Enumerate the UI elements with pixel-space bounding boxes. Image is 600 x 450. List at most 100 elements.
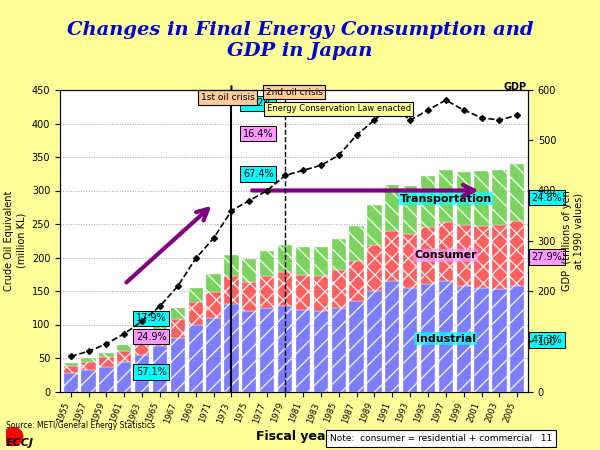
Bar [439,222,453,281]
Text: Source: METI/General Energy Statistics: Source: METI/General Energy Statistics [6,420,155,429]
Bar [296,247,310,275]
Bar [367,205,382,245]
Text: 67.4%: 67.4% [243,169,274,179]
Bar [260,252,274,276]
Bar [64,373,78,392]
Bar [278,272,292,306]
Bar [314,247,328,275]
Bar [64,366,78,373]
Bar [206,274,221,292]
Bar [457,172,471,225]
Bar [82,370,96,392]
Bar [492,225,506,289]
Bar [332,270,346,308]
Text: Consumer: Consumer [415,251,477,261]
Bar [82,362,96,370]
Bar [492,170,506,225]
Bar [224,255,239,276]
Bar [117,345,131,351]
Bar [242,282,256,311]
Bar [224,276,239,304]
Bar [421,284,435,392]
Bar [492,289,506,392]
Bar [135,341,149,355]
Bar [153,346,167,392]
Bar [403,186,417,234]
Bar [117,351,131,362]
Bar [332,239,346,270]
Bar [457,286,471,392]
Bar [171,319,185,338]
Text: Industrial: Industrial [416,333,476,343]
Bar [367,291,382,392]
Text: Changes in Final Energy Consumption and
GDP in Japan: Changes in Final Energy Consumption and … [67,21,533,60]
Bar [296,275,310,310]
Bar [153,330,167,346]
Bar [99,357,113,367]
Circle shape [4,428,23,446]
Bar [260,276,274,308]
Bar [403,234,417,288]
Bar [278,245,292,272]
Bar [349,226,364,261]
Text: ECCJ: ECCJ [6,437,34,447]
Bar [314,311,328,392]
Text: Transportation: Transportation [400,194,492,203]
Bar [64,363,78,366]
Bar [349,261,364,301]
Bar [260,308,274,392]
Text: GDP: GDP [503,82,526,92]
X-axis label: Fiscal year: Fiscal year [256,430,332,443]
Bar [188,288,203,302]
Bar [510,221,524,286]
Bar [349,301,364,392]
Bar [188,324,203,392]
Bar [206,292,221,318]
Bar [421,176,435,227]
Bar [314,275,328,311]
Bar [367,245,382,291]
Bar [475,288,489,392]
Text: Note:  consumer = residential + commercial   11: Note: consumer = residential + commercia… [330,434,552,443]
Bar [171,338,185,392]
Bar [135,355,149,392]
Bar [171,308,185,319]
Y-axis label: GDP  (trillions of yen
      at 1990 values): GDP (trillions of yen at 1990 values) [562,190,583,291]
Text: 16.2%: 16.2% [243,99,274,108]
Text: 16.4%: 16.4% [243,129,274,139]
Bar [82,358,96,362]
Bar [117,362,131,392]
Text: 27.9%: 27.9% [532,252,562,262]
Bar [153,320,167,330]
Text: Energy Conservation Law enacted: Energy Conservation Law enacted [266,104,411,113]
Bar [510,164,524,221]
Bar [99,367,113,392]
Bar [439,170,453,222]
Text: 1st oil crisis: 1st oil crisis [201,93,255,102]
Bar [188,302,203,324]
Text: 57.1%: 57.1% [136,367,166,377]
Bar [242,311,256,392]
Text: e: e [10,432,17,441]
Bar [475,171,489,226]
Text: 47.3%: 47.3% [532,335,562,345]
Bar [385,281,400,392]
Bar [457,225,471,286]
Bar [99,353,113,357]
Text: 24.9%: 24.9% [136,332,166,342]
Text: 24.8%: 24.8% [532,193,562,202]
Bar [439,281,453,392]
Bar [296,310,310,392]
Bar [206,318,221,392]
Text: 2nd oil crisis: 2nd oil crisis [266,88,322,97]
Bar [475,226,489,288]
Bar [332,308,346,392]
Bar [385,185,400,231]
Bar [135,334,149,341]
Bar [421,227,435,284]
Bar [242,259,256,282]
Bar [510,286,524,392]
Bar [403,288,417,392]
Bar [278,306,292,392]
Bar [385,231,400,281]
